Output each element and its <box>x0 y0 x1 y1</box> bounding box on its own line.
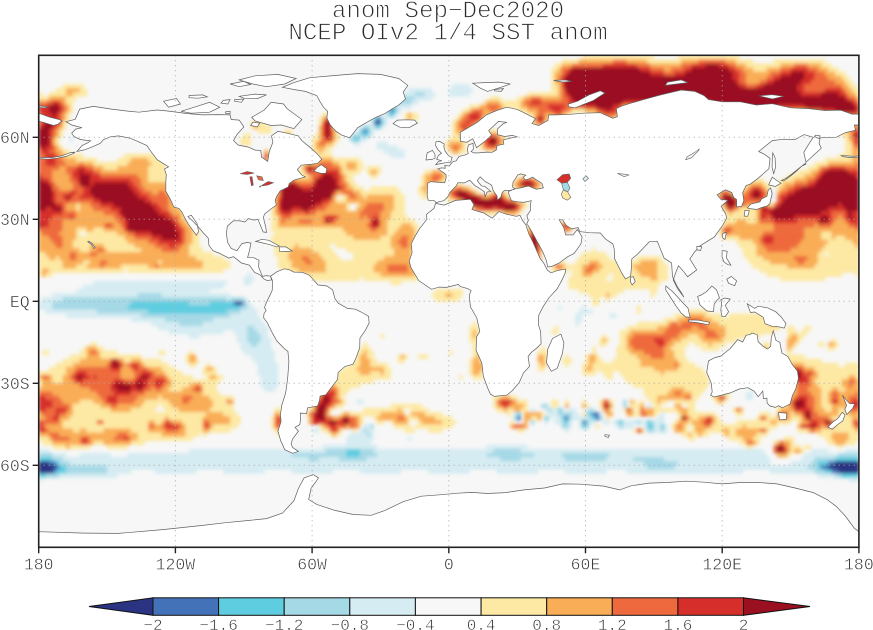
svg-text:−2: −2 <box>143 617 162 630</box>
svg-text:−0.4: −0.4 <box>396 617 434 630</box>
svg-text:120E: 120E <box>702 555 742 574</box>
svg-text:120W: 120W <box>156 555 196 574</box>
svg-text:60S: 60S <box>0 457 30 476</box>
svg-text:180: 180 <box>24 555 54 574</box>
svg-text:60N: 60N <box>0 129 30 148</box>
svg-text:1.2: 1.2 <box>598 617 627 630</box>
svg-text:NCEP OIv2 1/4 SST anom: NCEP OIv2 1/4 SST anom <box>288 21 607 48</box>
svg-text:anom Sep−Dec2020: anom Sep−Dec2020 <box>332 0 564 26</box>
svg-text:EQ: EQ <box>10 293 30 312</box>
svg-text:2: 2 <box>739 617 749 630</box>
svg-text:0.8: 0.8 <box>532 617 561 630</box>
svg-text:−1.6: −1.6 <box>199 617 237 630</box>
svg-text:−0.8: −0.8 <box>331 617 369 630</box>
svg-text:30S: 30S <box>0 375 30 394</box>
svg-text:0: 0 <box>444 555 454 574</box>
svg-text:−1.2: −1.2 <box>265 617 303 630</box>
svg-text:30N: 30N <box>0 211 30 230</box>
svg-text:60E: 60E <box>571 555 601 574</box>
svg-text:180: 180 <box>844 555 873 574</box>
svg-text:0.4: 0.4 <box>467 617 496 630</box>
svg-text:1.6: 1.6 <box>663 617 692 630</box>
svg-text:60W: 60W <box>297 555 327 574</box>
